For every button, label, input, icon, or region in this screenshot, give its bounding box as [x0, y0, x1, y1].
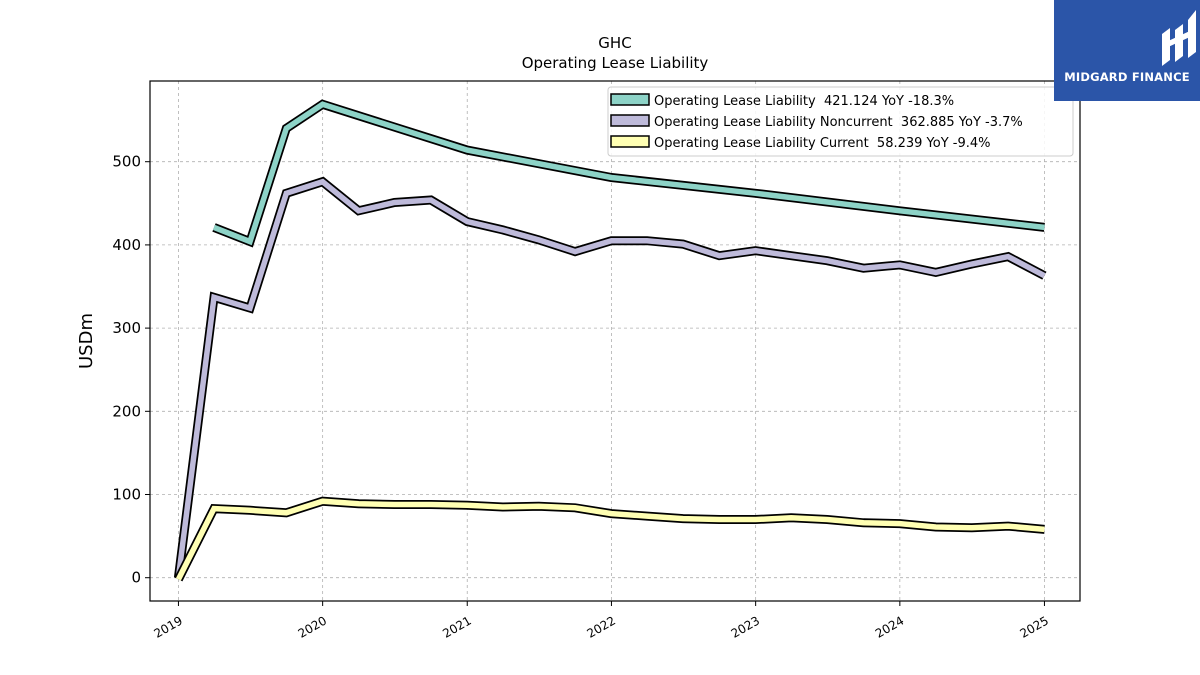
x-tick-label: 2022	[584, 613, 617, 640]
brand-logo: MIDGARD FINANCE	[1054, 0, 1200, 101]
logo-text: MIDGARD FINANCE	[1064, 70, 1190, 84]
chart-title: GHC	[598, 34, 631, 52]
legend-swatch	[610, 135, 650, 148]
legend-swatch	[610, 114, 650, 127]
grid	[150, 81, 1080, 601]
legend-box	[607, 86, 1074, 157]
y-tick-label: 300	[112, 319, 141, 337]
chart-subtitle: Operating Lease Liability	[522, 54, 709, 72]
series-line-1	[175, 178, 1046, 579]
y-tick-label: 400	[112, 236, 141, 254]
x-axis: 2019 2020 2021 2022 2023 2024 2025	[151, 601, 1051, 641]
series-lines	[173, 99, 1047, 582]
x-tick-label: 2024	[873, 613, 906, 640]
legend-swatch	[610, 93, 650, 106]
legend: Operating Lease Liability 421.124 YoY -1…	[607, 86, 1074, 157]
x-tick-label: 2019	[151, 613, 184, 640]
series-line-2	[175, 498, 1045, 581]
x-tick-label: 2023	[729, 613, 762, 640]
logo-mark-icon	[1162, 10, 1196, 66]
x-tick-label: 2021	[440, 613, 473, 640]
y-tick-label: 200	[112, 402, 141, 420]
series-line-0	[212, 101, 1045, 246]
y-tick-label: 500	[112, 153, 141, 171]
x-tick-label: 2025	[1017, 613, 1050, 640]
y-axis-label: USDm	[76, 313, 97, 369]
legend-entry-label: Operating Lease Liability Current 58.239…	[654, 136, 991, 151]
y-tick-label: 100	[112, 486, 141, 504]
y-tick-label: 0	[131, 569, 141, 587]
y-axis: 0 100 200 300 400 500	[112, 153, 150, 587]
plot-frame	[149, 80, 1081, 602]
legend-entry-label: Operating Lease Liability 421.124 YoY -1…	[654, 94, 954, 109]
legend-entry-label: Operating Lease Liability Noncurrent 362…	[654, 115, 1023, 130]
x-tick-label: 2020	[296, 613, 329, 640]
